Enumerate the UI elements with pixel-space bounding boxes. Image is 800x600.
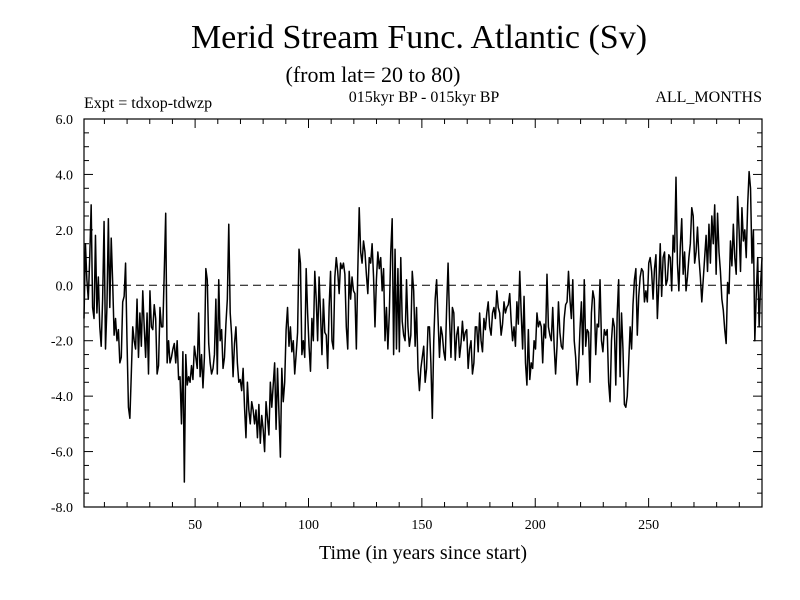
plot-frame xyxy=(83,118,763,508)
y-tick-label: 0.0 xyxy=(56,279,74,294)
plot-area xyxy=(83,170,763,483)
y-axis: -8.0 -6.0 -4.0 -2.0 0.0 2.0 4.0 6.0 xyxy=(51,113,762,516)
chart-subtitle: (from lat= 20 to 80) xyxy=(286,62,461,87)
y-tick-label: -8.0 xyxy=(51,501,73,516)
experiment-annotation: Expt = tdxop-tdwzp xyxy=(84,95,212,112)
months-annotation: ALL_MONTHS xyxy=(655,89,762,106)
x-tick-label: 200 xyxy=(525,518,546,533)
chart-title: Merid Stream Func. Atlantic (Sv) xyxy=(191,19,647,56)
y-tick-label: 6.0 xyxy=(56,113,74,128)
period-annotation: 015kyr BP - 015kyr BP xyxy=(349,89,500,106)
x-tick-label: 150 xyxy=(411,518,432,533)
x-axis-label: Time (in years since start) xyxy=(319,542,527,564)
y-tick-label: -6.0 xyxy=(51,446,73,461)
x-axis: 50 100 150 200 250 xyxy=(103,119,763,533)
series-line xyxy=(83,170,763,483)
x-tick-label: 250 xyxy=(638,518,659,533)
y-tick-label: -2.0 xyxy=(51,335,73,350)
x-tick-label: 50 xyxy=(188,518,202,533)
y-tick-label: -4.0 xyxy=(51,390,73,405)
x-tick-label: 100 xyxy=(298,518,319,533)
y-tick-label: 2.0 xyxy=(56,224,74,239)
y-tick-label: 4.0 xyxy=(56,168,74,183)
